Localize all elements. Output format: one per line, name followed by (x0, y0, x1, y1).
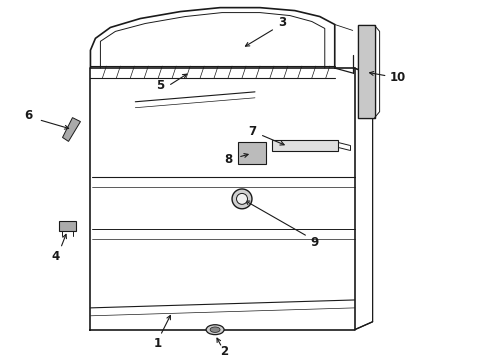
Text: 4: 4 (51, 250, 60, 263)
Ellipse shape (206, 325, 224, 335)
Text: 1: 1 (154, 337, 162, 350)
Text: 10: 10 (390, 72, 406, 85)
Bar (272, 140, 338, 151)
Bar (58, 221, 76, 231)
Bar (238, 143, 266, 164)
Bar (358, 26, 375, 118)
Text: 6: 6 (24, 109, 33, 122)
Circle shape (232, 189, 252, 209)
Text: 2: 2 (220, 345, 228, 358)
Text: 7: 7 (248, 125, 256, 138)
Ellipse shape (210, 327, 220, 332)
Text: 3: 3 (278, 16, 286, 29)
Text: 9: 9 (311, 236, 319, 249)
Polygon shape (63, 118, 80, 141)
Circle shape (237, 193, 247, 204)
Text: 8: 8 (224, 153, 232, 166)
Text: 5: 5 (156, 80, 164, 93)
